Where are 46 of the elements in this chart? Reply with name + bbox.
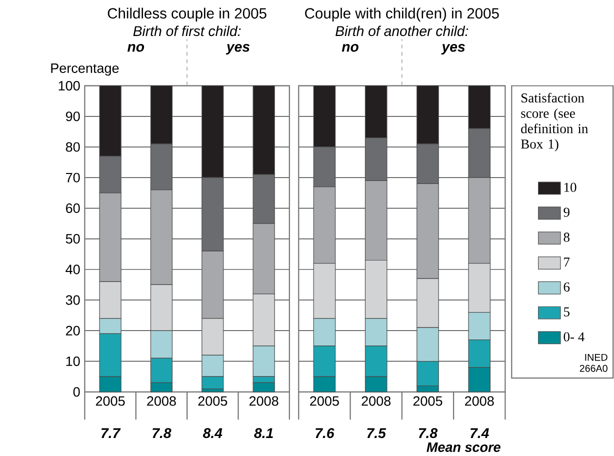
y-tick-label: 40 xyxy=(66,264,80,274)
y-tick-label: 50 xyxy=(66,234,80,244)
text: 7.8 xyxy=(418,428,438,438)
x-tick-label: 2005 xyxy=(96,396,125,406)
y-tick-label: 10 xyxy=(66,356,80,366)
y-tick-label: 30 xyxy=(66,295,80,305)
text: 8.1 xyxy=(254,428,273,438)
x-tick-label: 2005 xyxy=(413,396,442,406)
text: 8.4 xyxy=(203,428,222,438)
y-tick-label: 90 xyxy=(66,111,80,121)
x-tick-label: 2008 xyxy=(465,396,494,406)
text: yes xyxy=(226,44,250,54)
text: 7.7 xyxy=(101,428,121,438)
x-tick-label: 2008 xyxy=(249,396,278,406)
x-tick-label: 2008 xyxy=(147,396,176,406)
legend-label: 0- 4 xyxy=(564,332,584,342)
y-tick-label: 60 xyxy=(66,203,80,213)
chart-title: Childless couple in 2005 xyxy=(108,8,266,22)
y-axis-title: Percentage xyxy=(51,63,119,76)
legend-label: 5 xyxy=(564,307,570,316)
text: Mean score xyxy=(426,442,500,452)
text: no xyxy=(342,44,358,52)
x-tick-label: 2005 xyxy=(310,396,339,406)
text: INED 266A0 xyxy=(580,354,608,372)
chart-subtitle: Birth of another child: xyxy=(336,26,468,36)
text: 7.4 xyxy=(470,428,489,438)
legend-label: 7 xyxy=(564,257,570,266)
text: 7.8 xyxy=(152,428,172,438)
chart-title: Couple with child(ren) in 2005 xyxy=(305,8,499,22)
y-tick-label: 20 xyxy=(66,326,80,336)
chart-subtitle: Birth of first child: xyxy=(133,25,241,36)
text: no xyxy=(128,44,144,52)
legend-label: 9 xyxy=(564,208,570,217)
y-tick-label: 70 xyxy=(66,172,80,182)
x-tick-label: 2008 xyxy=(362,396,391,406)
legend-label: 8 xyxy=(564,232,570,242)
text: yes xyxy=(441,44,465,54)
y-tick-label: 0 xyxy=(73,386,80,396)
legend-title: Satisfaction score (see definition in Box 1) xyxy=(520,92,588,152)
legend-label: 10 xyxy=(564,182,576,192)
text: 7.5 xyxy=(367,428,386,438)
text: 7.6 xyxy=(316,428,334,438)
legend-label: 6 xyxy=(564,282,570,292)
y-tick-label: 100 xyxy=(58,80,80,90)
x-tick-label: 2005 xyxy=(198,396,228,406)
y-tick-label: 80 xyxy=(66,142,80,152)
